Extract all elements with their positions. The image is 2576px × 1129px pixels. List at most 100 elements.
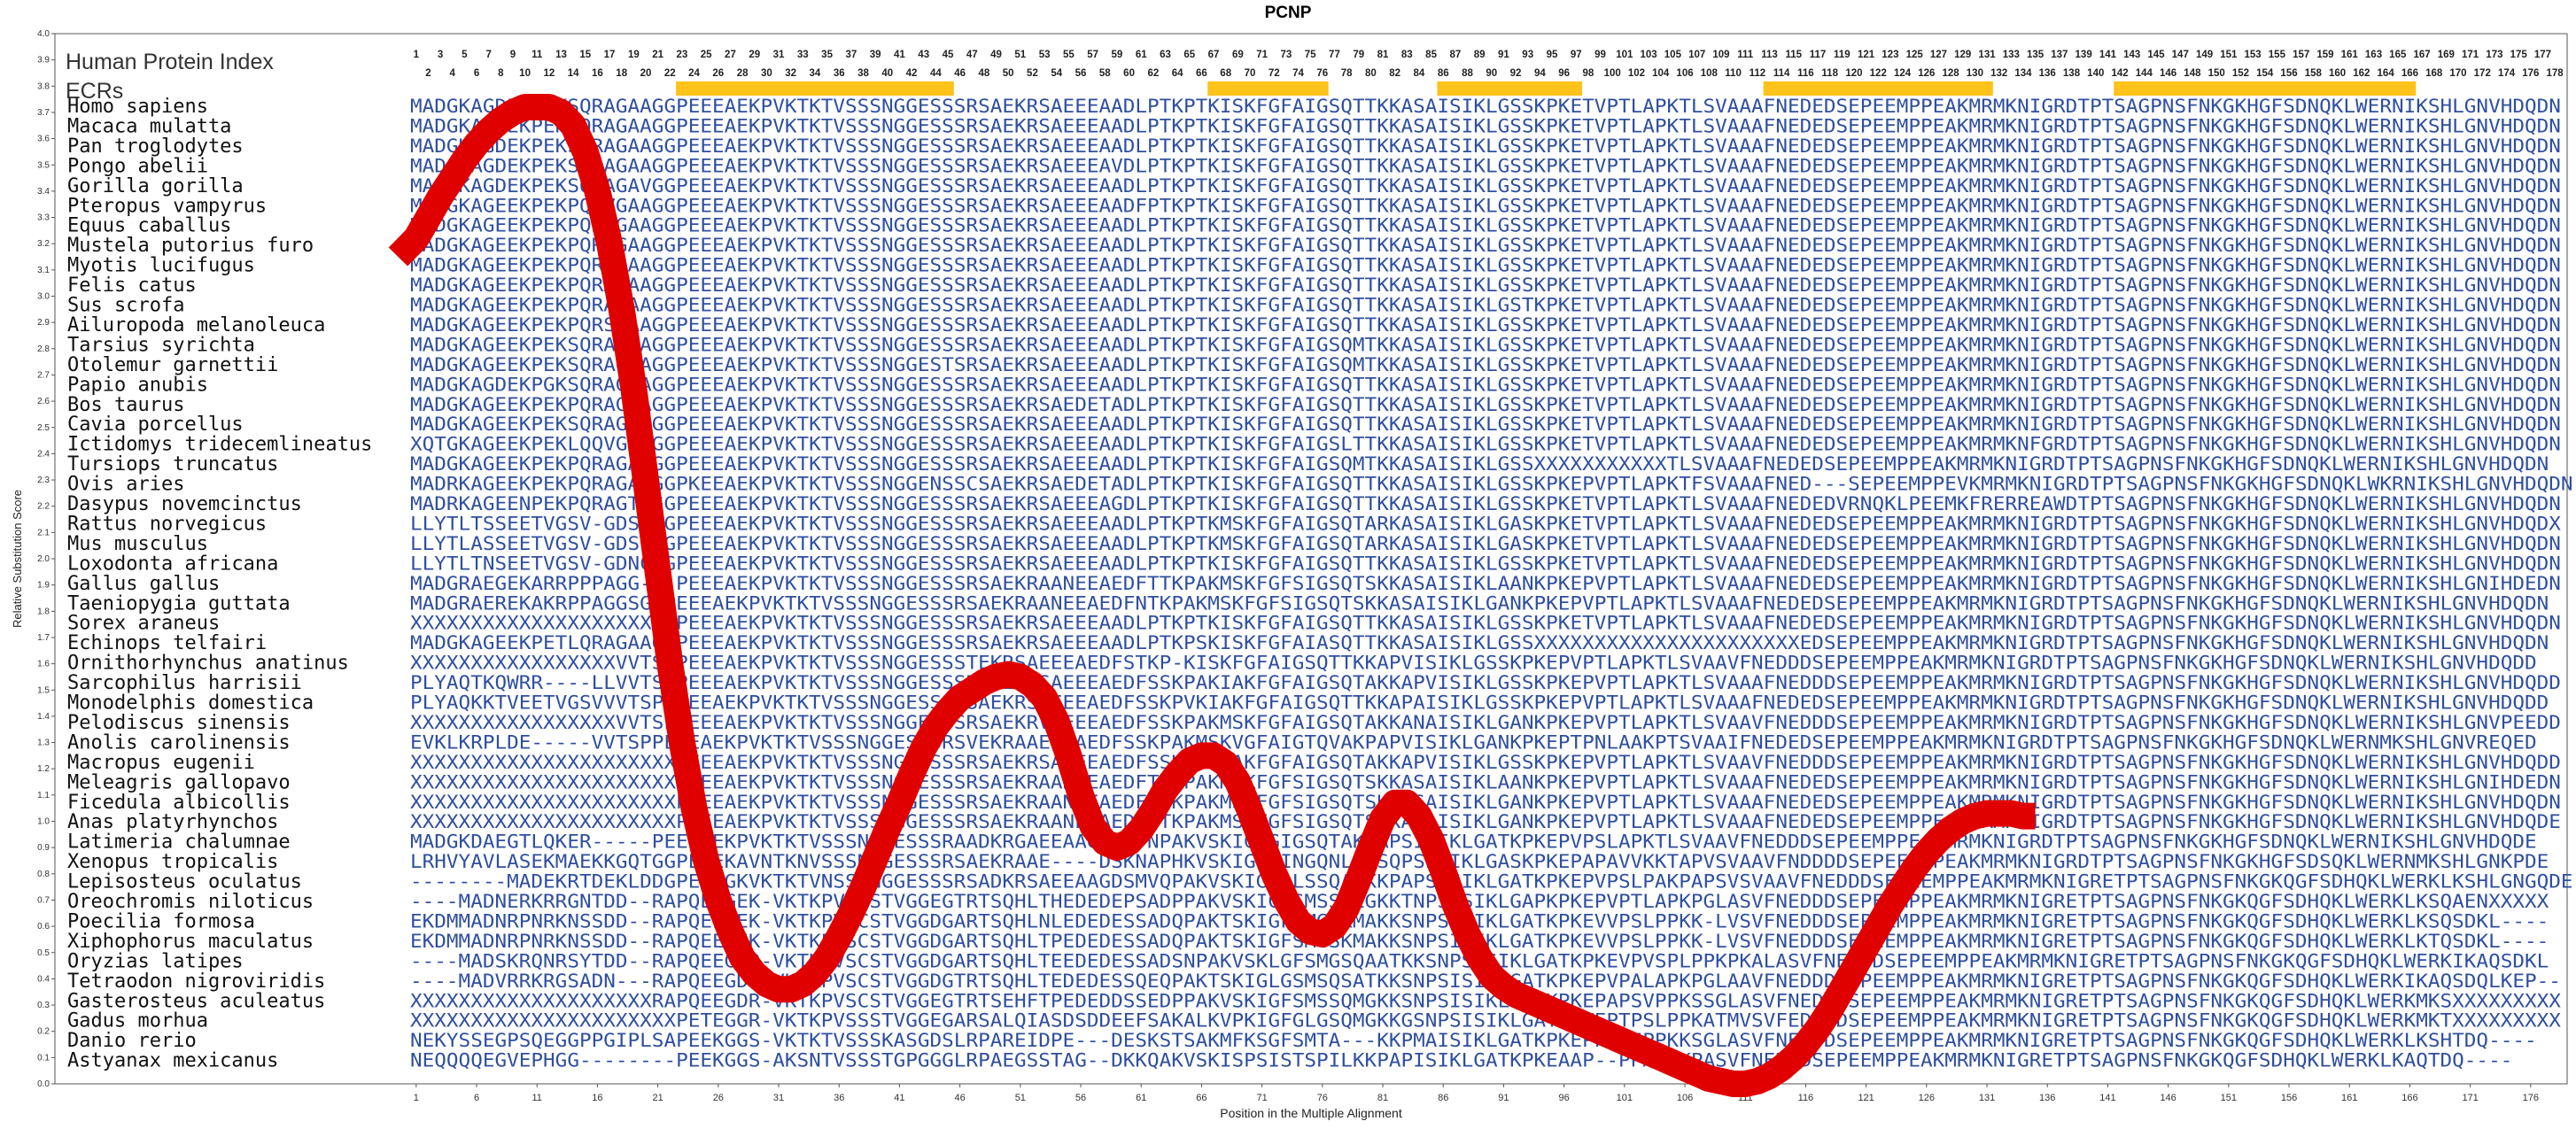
sequence-row: ----MADNERKRRGNTDD--RAPQEEGEK-VKTKPVSCST… bbox=[410, 891, 2549, 912]
x-tick-label: 31 bbox=[773, 1093, 784, 1103]
index-number-odd: 11 bbox=[531, 50, 543, 60]
x-tick-label: 96 bbox=[1558, 1093, 1569, 1103]
index-number-odd: 41 bbox=[894, 50, 905, 60]
y-tick-label: 3.8 bbox=[37, 81, 50, 91]
species-name: Tetraodon nigroviridis bbox=[67, 970, 325, 993]
ecr-label: ECRs bbox=[66, 79, 123, 104]
x-tick-label: 171 bbox=[2462, 1093, 2478, 1103]
species-name: Lepisosteus oculatus bbox=[67, 871, 302, 893]
sequence-row: LLYTLTSSEETVGSV-GDSCRGPEEEAEKPVKTKTVSSSN… bbox=[410, 513, 2561, 534]
x-tick-label: 61 bbox=[1136, 1093, 1146, 1103]
index-number-odd: 33 bbox=[797, 50, 809, 60]
index-number-odd: 103 bbox=[1641, 50, 1657, 60]
index-number-even: 170 bbox=[2449, 68, 2466, 79]
sequence-row: XXXXXXXXXXXXXXXXXXXXRAPQEEGDR-VKTKPVSCST… bbox=[410, 990, 2561, 1011]
index-number-even: 178 bbox=[2547, 68, 2564, 79]
index-number-odd: 131 bbox=[1978, 50, 1996, 60]
index-number-even: 84 bbox=[1414, 68, 1425, 79]
index-number-odd: 105 bbox=[1664, 50, 1682, 60]
sequence-row: PLYAQTKQWRR----LLVVTSPPEEEAEKPVKTKTVSSSN… bbox=[410, 672, 2561, 693]
index-number-odd: 21 bbox=[652, 50, 663, 60]
species-name: Sarcophilus harrisii bbox=[67, 672, 302, 694]
index-number-odd: 1 bbox=[414, 50, 420, 60]
index-number-odd: 27 bbox=[725, 50, 736, 60]
x-tick-label: 91 bbox=[1498, 1093, 1509, 1103]
index-number-odd: 83 bbox=[1401, 50, 1413, 60]
y-tick-label: 1.7 bbox=[37, 633, 50, 643]
sequence-row: MADGKAGDEKPEKSQRAGAAGGPEEEAEKPVKTKTVSSSN… bbox=[410, 96, 2561, 117]
sequence-row: MADGKAGEEKPEKPQRVGAAGGPEEEAEKPVKTKTVSSSN… bbox=[410, 195, 2561, 216]
index-number-odd: 127 bbox=[1930, 50, 1947, 60]
x-tick-label: 161 bbox=[2341, 1093, 2357, 1103]
index-number-even: 148 bbox=[2184, 68, 2201, 79]
index-number-odd: 37 bbox=[845, 50, 857, 60]
index-number-odd: 171 bbox=[2462, 50, 2479, 60]
index-number-even: 28 bbox=[737, 68, 749, 79]
species-name: Papio anubis bbox=[67, 374, 208, 396]
index-number-even: 114 bbox=[1773, 68, 1790, 79]
species-name: Danio rerio bbox=[67, 1030, 197, 1052]
y-tick-label: 2.1 bbox=[37, 528, 50, 537]
index-number-even: 6 bbox=[474, 68, 479, 79]
index-number-odd: 113 bbox=[1761, 50, 1778, 60]
index-number-odd: 23 bbox=[677, 50, 688, 60]
index-number-even: 176 bbox=[2522, 68, 2539, 79]
index-number-odd: 167 bbox=[2413, 50, 2430, 60]
index-number-odd: 143 bbox=[2123, 50, 2140, 60]
index-number-even: 134 bbox=[2014, 68, 2032, 79]
y-tick-label: 1.1 bbox=[37, 791, 50, 800]
index-number-odd: 141 bbox=[2099, 50, 2117, 60]
index-number-even: 50 bbox=[1003, 68, 1014, 79]
index-number-even: 126 bbox=[1918, 68, 1935, 79]
index-number-even: 42 bbox=[906, 68, 918, 79]
index-number-odd: 73 bbox=[1281, 50, 1292, 60]
index-number-odd: 135 bbox=[2027, 50, 2045, 60]
index-number-even: 152 bbox=[2232, 68, 2249, 79]
index-number-odd: 145 bbox=[2147, 50, 2165, 60]
species-name: Echinops telfairi bbox=[67, 632, 267, 654]
sequence-row: MADRKAGEEKPEKPQRAGAAGGPKEEAEKPVKTKTVSSSN… bbox=[410, 474, 2573, 495]
index-number-even: 52 bbox=[1027, 68, 1038, 79]
sequence-row: XXXXXXXXXXXXXXXXXXXXXXPEEEAEKPVKTKTVSSSN… bbox=[410, 771, 2561, 793]
species-name: Macaca mulatta bbox=[67, 115, 231, 137]
index-number-odd: 97 bbox=[1571, 50, 1582, 60]
species-name: Homo sapiens bbox=[67, 96, 208, 118]
index-number-odd: 177 bbox=[2534, 50, 2551, 60]
index-number-even: 72 bbox=[1269, 68, 1280, 79]
sequence-row: XQTGKAGEEKPEKLQQVGAAGGPEEEAEKPVKTKTVSSSN… bbox=[410, 434, 2561, 455]
sequence-row: MADGKAGEEKPEKPQRAGAAGGPEEEAEKPVKTKTVSSSN… bbox=[410, 275, 2561, 296]
index-number-even: 154 bbox=[2256, 68, 2274, 79]
index-number-odd: 43 bbox=[918, 50, 929, 60]
x-tick-label: 81 bbox=[1377, 1093, 1388, 1103]
index-number-odd: 25 bbox=[701, 50, 712, 60]
index-number-odd: 91 bbox=[1498, 50, 1509, 60]
index-number-even: 82 bbox=[1389, 68, 1401, 79]
species-name: Tarsius syrichta bbox=[67, 334, 255, 356]
index-number-even: 34 bbox=[810, 68, 821, 79]
index-number-odd: 95 bbox=[1547, 50, 1558, 60]
y-tick-label: 0.8 bbox=[37, 870, 50, 879]
y-tick-label: 2.9 bbox=[37, 318, 50, 328]
species-name: Ailuropoda melanoleuca bbox=[67, 314, 325, 336]
species-name: Ficedula albicollis bbox=[67, 792, 291, 814]
index-number-odd: 39 bbox=[870, 50, 881, 60]
index-number-even: 18 bbox=[616, 68, 627, 79]
index-number-odd: 7 bbox=[485, 50, 491, 60]
score-curve bbox=[388, 94, 2037, 1097]
index-number-even: 144 bbox=[2136, 68, 2153, 79]
index-number-odd: 65 bbox=[1183, 50, 1195, 60]
index-number-even: 160 bbox=[2329, 68, 2346, 79]
index-number-even: 130 bbox=[1967, 68, 1983, 79]
x-tick-label: 66 bbox=[1196, 1093, 1207, 1103]
sequence-row: MADGKAGEEKPEKPQRAGAAGGPEEEAEKPVKTKTVSSSN… bbox=[410, 453, 2549, 475]
sequence-row: MADGKAGEEKPEKPQRAGAAGGPEEEAEKPVKTKTVSSSN… bbox=[410, 235, 2561, 256]
species-name: Felis catus bbox=[67, 275, 197, 297]
index-number-even: 66 bbox=[1196, 68, 1207, 79]
sequence-row: MADGKAGEEKPEKPQRAGAAGGPEEEAEKPVKTKTVSSSN… bbox=[410, 215, 2561, 236]
index-number-even: 92 bbox=[1510, 68, 1522, 79]
index-number-even: 100 bbox=[1604, 68, 1621, 79]
index-number-odd: 67 bbox=[1208, 50, 1220, 60]
species-name: Rattus norvegicus bbox=[67, 513, 267, 535]
species-name: Pongo abelii bbox=[67, 155, 208, 177]
